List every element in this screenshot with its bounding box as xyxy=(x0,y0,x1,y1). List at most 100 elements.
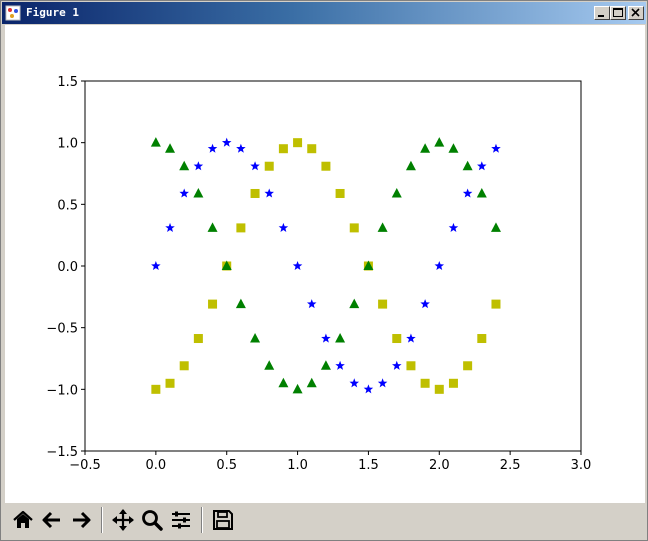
star-point xyxy=(434,261,445,271)
save-button[interactable] xyxy=(209,506,237,534)
home-icon xyxy=(13,510,33,528)
scatter-chart: −0.5 0.0 0.5 1.0 1.5 2.0 2.5 3.0 −1.5 −1.0 −0.5 0.0… xyxy=(46,75,592,473)
x-tick-label: 2.0 xyxy=(429,458,450,473)
square-point xyxy=(208,299,218,309)
star-point xyxy=(278,222,289,232)
maximize-icon xyxy=(613,8,623,17)
figure-canvas[interactable]: −0.5 0.0 0.5 1.0 1.5 2.0 2.5 3.0 −1.5 −1.0 −0.5 0.0… xyxy=(5,25,645,503)
move-icon xyxy=(112,509,134,531)
star-point xyxy=(250,161,260,171)
arrow-right-icon xyxy=(73,511,91,529)
triangle-point xyxy=(278,377,289,388)
triangle-point xyxy=(150,137,161,147)
square-point xyxy=(378,299,388,309)
triangle-point xyxy=(264,360,275,370)
square-point xyxy=(321,161,331,171)
square-point xyxy=(278,144,288,154)
square-point xyxy=(293,138,303,148)
back-button[interactable] xyxy=(38,506,66,534)
star-point xyxy=(179,188,189,198)
triangle-point xyxy=(420,143,431,153)
triangle-point xyxy=(462,160,473,171)
star-point xyxy=(349,378,360,388)
triangle-point xyxy=(320,360,331,370)
home-button[interactable] xyxy=(9,506,37,534)
square-point xyxy=(406,361,416,371)
close-button[interactable] xyxy=(628,6,644,20)
triangle-point xyxy=(349,298,360,309)
y-tick-label: −1.5 xyxy=(46,445,78,460)
x-tick-label: 1.0 xyxy=(287,458,308,473)
x-tick-label: 0.0 xyxy=(146,458,167,473)
square-point xyxy=(434,384,444,394)
toolbar-separator xyxy=(101,507,103,533)
square-point xyxy=(420,378,430,388)
triangle-point xyxy=(391,187,402,198)
arrow-left-icon xyxy=(42,511,60,529)
magnifier-icon xyxy=(142,510,163,531)
star-point xyxy=(462,188,473,198)
y-tick-label: 0.0 xyxy=(57,260,78,275)
minimize-icon xyxy=(598,15,604,17)
triangle-point xyxy=(448,143,459,153)
y-tick-label: 1.0 xyxy=(57,137,78,152)
triangle-point xyxy=(363,260,374,270)
star-point xyxy=(306,299,317,309)
x-tick-label: 2.5 xyxy=(500,458,521,473)
y-tick-label: 0.5 xyxy=(57,198,78,213)
square-point xyxy=(250,188,260,198)
navigation-toolbar xyxy=(5,504,645,538)
star-point xyxy=(236,143,246,153)
star-point xyxy=(377,378,388,388)
square-point xyxy=(179,361,189,371)
triangle-point xyxy=(207,222,218,232)
triangle-point xyxy=(292,383,303,394)
star-point xyxy=(363,384,374,394)
maximize-button[interactable] xyxy=(610,6,626,20)
square-point xyxy=(193,334,203,344)
y-tick-label: −0.5 xyxy=(46,322,78,337)
square-point xyxy=(264,161,274,171)
toolbar-separator xyxy=(201,507,203,533)
star-point xyxy=(264,188,274,198)
forward-button[interactable] xyxy=(67,506,95,534)
title-bar[interactable]: Figure 1 xyxy=(2,2,646,24)
triangle-point xyxy=(221,260,232,270)
configure-subplots-button[interactable] xyxy=(167,506,195,534)
triangle-point xyxy=(405,160,416,171)
zoom-button[interactable] xyxy=(138,506,166,534)
star-point xyxy=(406,333,416,343)
minimize-button[interactable] xyxy=(594,6,610,20)
y-tick-label: 1.5 xyxy=(57,75,78,90)
square-point xyxy=(463,361,473,371)
triangle-point xyxy=(476,187,487,198)
floppy-disk-icon xyxy=(213,510,233,530)
star-point xyxy=(335,360,345,370)
square-point xyxy=(477,334,487,344)
pan-button[interactable] xyxy=(109,506,137,534)
star-point xyxy=(193,161,204,171)
square-point xyxy=(236,223,246,233)
x-tick-label: 3.0 xyxy=(571,458,592,473)
window-title: Figure 1 xyxy=(26,6,79,19)
square-point xyxy=(335,188,345,198)
star-point xyxy=(392,360,402,370)
figure-app-icon xyxy=(5,5,21,21)
triangle-point xyxy=(306,377,317,388)
x-tick-label: 0.5 xyxy=(216,458,237,473)
triangle-point xyxy=(193,187,204,198)
star-point xyxy=(491,143,501,153)
star-point xyxy=(448,222,459,232)
square-point xyxy=(392,334,402,344)
square-point xyxy=(307,144,317,154)
x-tick-label: −0.5 xyxy=(69,458,101,473)
square-point xyxy=(349,223,359,233)
triangle-point xyxy=(377,222,388,232)
sliders-icon xyxy=(172,511,190,529)
triangle-point xyxy=(250,333,261,343)
star-point xyxy=(151,261,161,271)
star-point xyxy=(477,161,487,171)
triangle-point xyxy=(235,298,246,309)
star-point xyxy=(165,222,175,232)
